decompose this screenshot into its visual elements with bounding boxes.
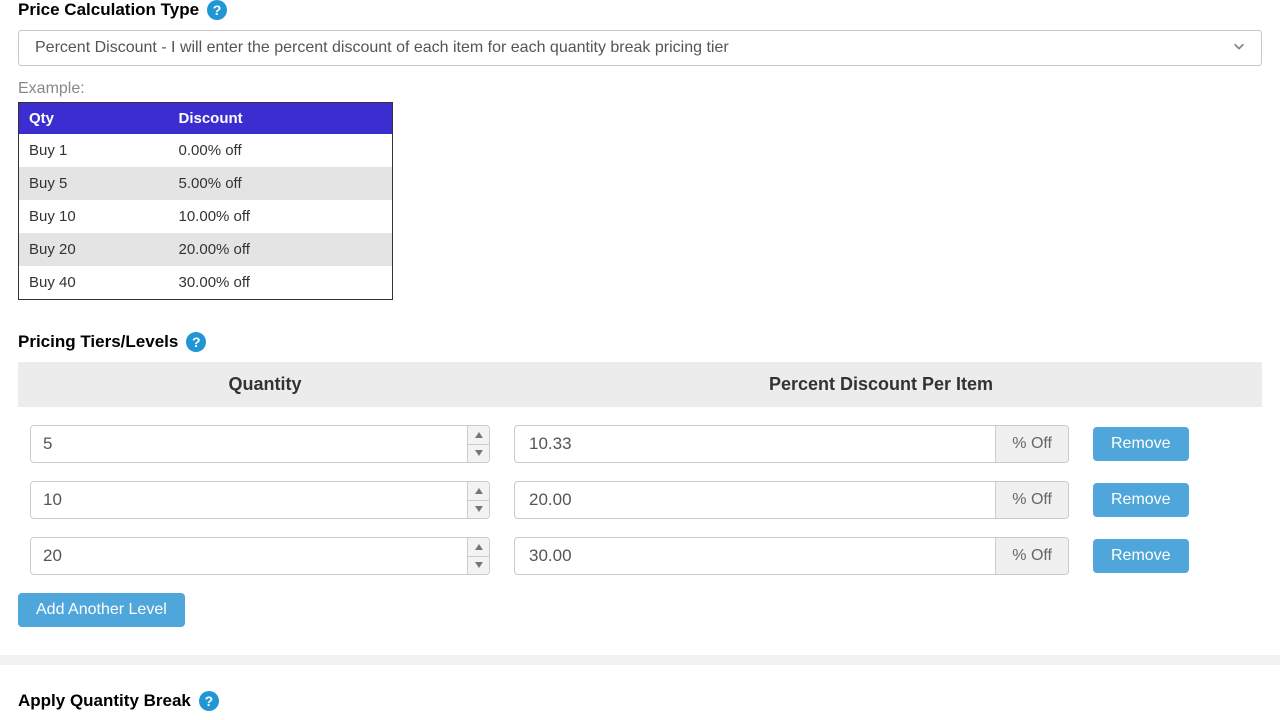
price-calc-type-text: Price Calculation Type [18, 0, 199, 20]
pricing-tiers-text: Pricing Tiers/Levels [18, 332, 178, 352]
stepper-up[interactable] [468, 426, 489, 445]
tiers-header-disc: Percent Discount Per Item [500, 374, 1262, 395]
pricing-tiers-label: Pricing Tiers/Levels ? [18, 332, 1262, 352]
stepper-up[interactable] [468, 538, 489, 557]
example-label: Example: [18, 80, 1262, 98]
stepper-up[interactable] [468, 482, 489, 501]
remove-button[interactable]: Remove [1093, 427, 1189, 461]
quantity-input[interactable] [30, 537, 490, 575]
price-calc-type-select[interactable]: Percent Discount - I will enter the perc… [18, 30, 1262, 66]
apply-qty-break-label: Apply Quantity Break ? [18, 691, 1262, 711]
quantity-stepper[interactable] [467, 426, 489, 462]
stepper-down[interactable] [468, 501, 489, 519]
table-row: Buy 1010.00% off [19, 200, 393, 233]
tiers-header-qty: Quantity [18, 374, 500, 395]
price-calc-type-label: Price Calculation Type ? [18, 0, 1262, 20]
quantity-input[interactable] [30, 481, 490, 519]
example-table: Qty Discount Buy 10.00% off Buy 55.00% o… [18, 102, 393, 300]
remove-button[interactable]: Remove [1093, 539, 1189, 573]
tier-row: % Off Remove [18, 537, 1262, 575]
quantity-stepper[interactable] [467, 538, 489, 574]
pct-off-label: % Off [995, 481, 1069, 519]
discount-input[interactable] [514, 425, 995, 463]
help-icon[interactable]: ? [186, 332, 206, 352]
divider [0, 655, 1280, 665]
example-col-disc: Discount [169, 103, 393, 135]
add-level-button[interactable]: Add Another Level [18, 593, 185, 627]
apply-qty-break-text: Apply Quantity Break [18, 691, 191, 711]
pct-off-label: % Off [995, 425, 1069, 463]
remove-button[interactable]: Remove [1093, 483, 1189, 517]
stepper-down[interactable] [468, 445, 489, 463]
quantity-input[interactable] [30, 425, 490, 463]
discount-input[interactable] [514, 537, 995, 575]
help-icon[interactable]: ? [199, 691, 219, 711]
tier-row: % Off Remove [18, 481, 1262, 519]
tier-row: % Off Remove [18, 425, 1262, 463]
table-row: Buy 10.00% off [19, 134, 393, 167]
pct-off-label: % Off [995, 537, 1069, 575]
tiers-header: Quantity Percent Discount Per Item [18, 362, 1262, 407]
table-row: Buy 55.00% off [19, 167, 393, 200]
discount-input[interactable] [514, 481, 995, 519]
example-col-qty: Qty [19, 103, 169, 135]
table-row: Buy 2020.00% off [19, 233, 393, 266]
stepper-down[interactable] [468, 557, 489, 575]
table-row: Buy 4030.00% off [19, 266, 393, 300]
quantity-stepper[interactable] [467, 482, 489, 518]
help-icon[interactable]: ? [207, 0, 227, 20]
select-value: Percent Discount - I will enter the perc… [35, 39, 729, 57]
